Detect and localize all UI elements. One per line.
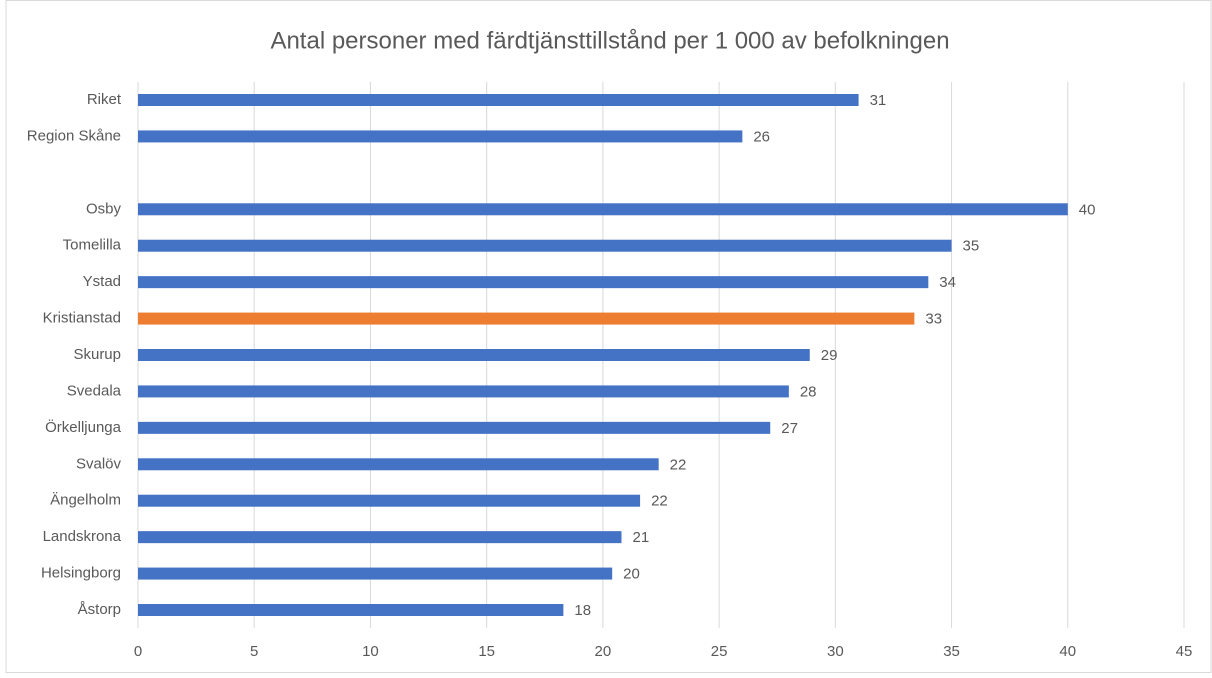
x-tick-label: 0: [134, 643, 142, 660]
y-tick-label: Svalöv: [76, 455, 122, 472]
data-label: 34: [939, 274, 956, 291]
x-tick-label: 15: [478, 643, 495, 660]
y-tick-label: Helsingborg: [41, 565, 121, 582]
y-tick-label: Ängelholm: [50, 492, 121, 509]
bar: [138, 239, 952, 252]
y-tick-label: Riket: [87, 91, 122, 108]
chart-frame: [5, 0, 1212, 673]
bar: [138, 385, 789, 398]
data-label: 28: [800, 383, 817, 400]
bar: [138, 458, 659, 471]
data-label: 33: [925, 311, 942, 328]
data-label: 35: [963, 238, 980, 255]
data-label: 21: [632, 529, 649, 546]
y-tick-label: Svedala: [67, 382, 122, 399]
bar: [138, 604, 564, 616]
bar: [138, 276, 929, 289]
x-tick-label: 40: [1059, 643, 1076, 660]
y-tick-label: Kristianstad: [43, 310, 121, 327]
bar: [138, 94, 859, 106]
data-label: 29: [821, 347, 838, 364]
x-tick-label: 10: [362, 643, 379, 660]
x-tick-label: 5: [250, 643, 258, 660]
data-label: 18: [574, 602, 591, 619]
bar: [138, 531, 622, 544]
chart-title: Antal personer med färdtjänsttillstånd p…: [270, 27, 949, 54]
x-tick-label: 35: [943, 643, 960, 660]
data-label: 26: [753, 128, 770, 145]
y-tick-label: Tomelilla: [63, 237, 122, 254]
y-tick-label: Region Skåne: [27, 127, 121, 144]
data-label: 40: [1079, 201, 1096, 218]
bar: [138, 421, 771, 434]
data-label: 20: [623, 566, 640, 583]
bar: [138, 203, 1068, 216]
data-label: 22: [670, 456, 687, 473]
bar: [138, 494, 641, 507]
bar: [138, 567, 613, 580]
y-tick-label: Örkelljunga: [45, 418, 122, 436]
bar: [138, 349, 810, 361]
x-tick-label: 20: [595, 643, 612, 660]
x-tick-label: 45: [1176, 643, 1193, 660]
data-label: 31: [870, 92, 887, 109]
y-tick-label: Skurup: [73, 346, 121, 363]
x-tick-label: 25: [711, 643, 728, 660]
bar: [138, 312, 915, 325]
y-tick-label: Ystad: [83, 273, 121, 290]
bar: [138, 130, 743, 143]
data-label: 22: [651, 493, 668, 510]
data-label: 27: [781, 420, 798, 437]
y-tick-label: Landskrona: [43, 528, 122, 545]
y-tick-label: Osby: [86, 200, 122, 217]
y-tick-label: Åstorp: [78, 601, 121, 618]
x-tick-label: 30: [827, 643, 844, 660]
